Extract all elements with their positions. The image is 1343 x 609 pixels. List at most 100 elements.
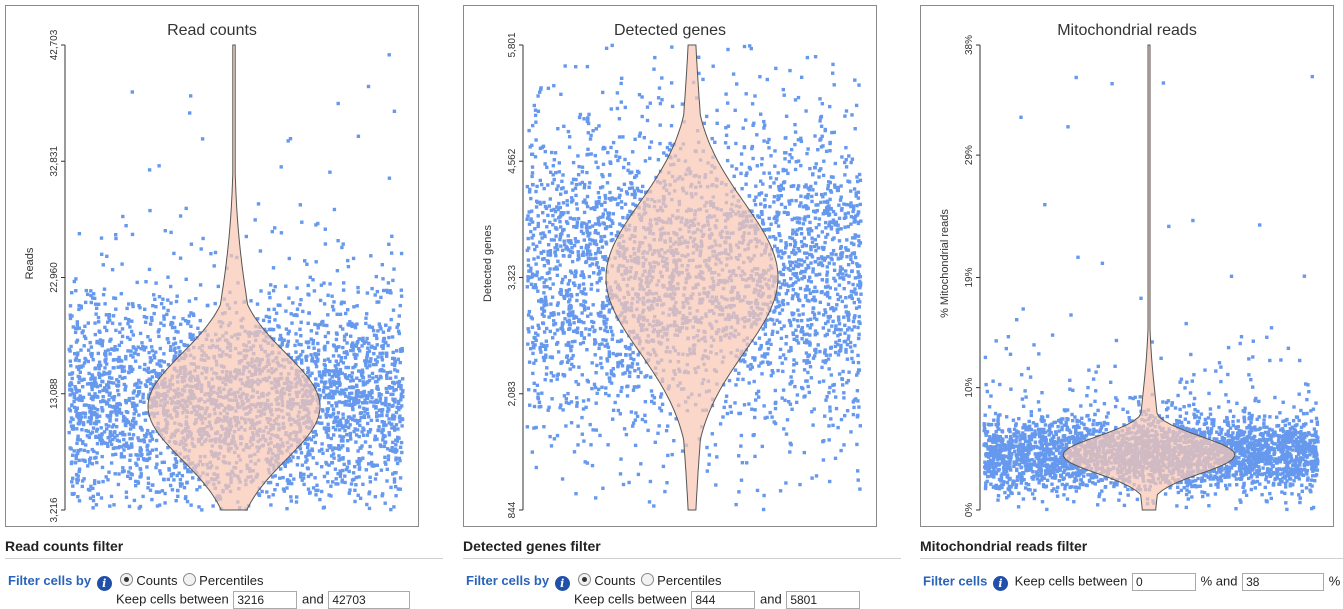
data-point <box>850 215 853 218</box>
data-point <box>794 281 797 284</box>
data-point <box>762 120 765 123</box>
data-point <box>537 214 540 217</box>
data-point <box>93 407 96 410</box>
data-point <box>307 284 310 287</box>
data-point <box>621 364 624 367</box>
data-point <box>335 333 338 336</box>
data-point <box>117 356 120 359</box>
data-point <box>318 388 321 391</box>
data-point <box>93 380 96 383</box>
data-point <box>83 344 86 347</box>
data-point <box>857 210 860 213</box>
data-point <box>97 420 100 423</box>
data-point <box>279 467 282 470</box>
data-point <box>383 445 386 448</box>
data-point <box>394 375 397 378</box>
data-point <box>120 445 123 448</box>
data-point <box>271 475 274 478</box>
data-point <box>724 141 727 144</box>
data-point <box>153 298 156 301</box>
data-point <box>391 450 394 453</box>
data-point <box>389 291 392 294</box>
data-point <box>288 330 291 333</box>
data-point <box>389 377 392 380</box>
data-point <box>306 443 309 446</box>
data-point <box>328 393 331 396</box>
data-point <box>149 339 152 342</box>
data-point <box>633 196 636 199</box>
data-point <box>375 275 378 278</box>
data-point <box>102 293 105 296</box>
data-point <box>737 372 740 375</box>
data-point <box>808 221 811 224</box>
data-point <box>268 328 271 331</box>
data-point <box>148 451 151 454</box>
data-point <box>339 392 342 395</box>
data-point <box>381 347 384 350</box>
data-point <box>178 350 181 353</box>
data-point <box>788 202 791 205</box>
data-point <box>172 252 175 255</box>
data-point <box>122 415 125 418</box>
data-point <box>559 403 562 406</box>
data-point <box>620 206 623 209</box>
data-point <box>198 485 201 488</box>
data-point <box>388 431 391 434</box>
data-point <box>624 106 627 109</box>
data-point <box>89 289 92 292</box>
data-point <box>833 331 836 334</box>
data-point <box>552 374 555 377</box>
data-point <box>356 304 359 307</box>
data-point <box>334 468 337 471</box>
data-point <box>606 443 609 446</box>
data-point <box>817 343 820 346</box>
data-point <box>138 506 141 509</box>
data-point <box>533 382 536 385</box>
data-point <box>333 208 336 211</box>
data-point <box>291 455 294 458</box>
data-point <box>115 434 118 437</box>
data-point <box>336 386 339 389</box>
data-point <box>136 281 139 284</box>
data-point <box>577 366 580 369</box>
data-point <box>186 500 189 503</box>
data-point <box>299 447 302 450</box>
data-point <box>385 289 388 292</box>
data-point <box>644 159 647 162</box>
data-point <box>543 330 546 333</box>
data-point <box>307 346 310 349</box>
data-point <box>321 320 324 323</box>
data-point <box>838 284 841 287</box>
data-point <box>342 288 345 291</box>
data-point <box>78 499 81 502</box>
data-point <box>318 370 321 373</box>
data-point <box>712 65 715 68</box>
data-point <box>295 286 298 289</box>
data-point <box>733 175 736 178</box>
data-point <box>74 331 77 334</box>
data-point <box>798 483 801 486</box>
data-point <box>150 317 153 320</box>
data-point <box>111 425 114 428</box>
data-point <box>343 463 346 466</box>
data-point <box>81 485 84 488</box>
data-point <box>387 243 390 246</box>
data-point <box>400 404 403 407</box>
data-point <box>554 151 557 154</box>
data-point <box>556 378 559 381</box>
data-point <box>829 141 832 144</box>
data-point <box>265 490 268 493</box>
data-point <box>545 327 548 330</box>
data-point <box>354 355 357 358</box>
data-point <box>586 65 589 68</box>
data-point <box>391 393 394 396</box>
data-point <box>542 257 545 260</box>
data-point <box>530 236 533 239</box>
data-point <box>124 423 127 426</box>
data-point <box>267 495 270 498</box>
data-point <box>340 356 343 359</box>
data-point <box>357 369 360 372</box>
data-point <box>137 353 140 356</box>
data-point <box>111 322 114 325</box>
data-point <box>751 157 754 160</box>
